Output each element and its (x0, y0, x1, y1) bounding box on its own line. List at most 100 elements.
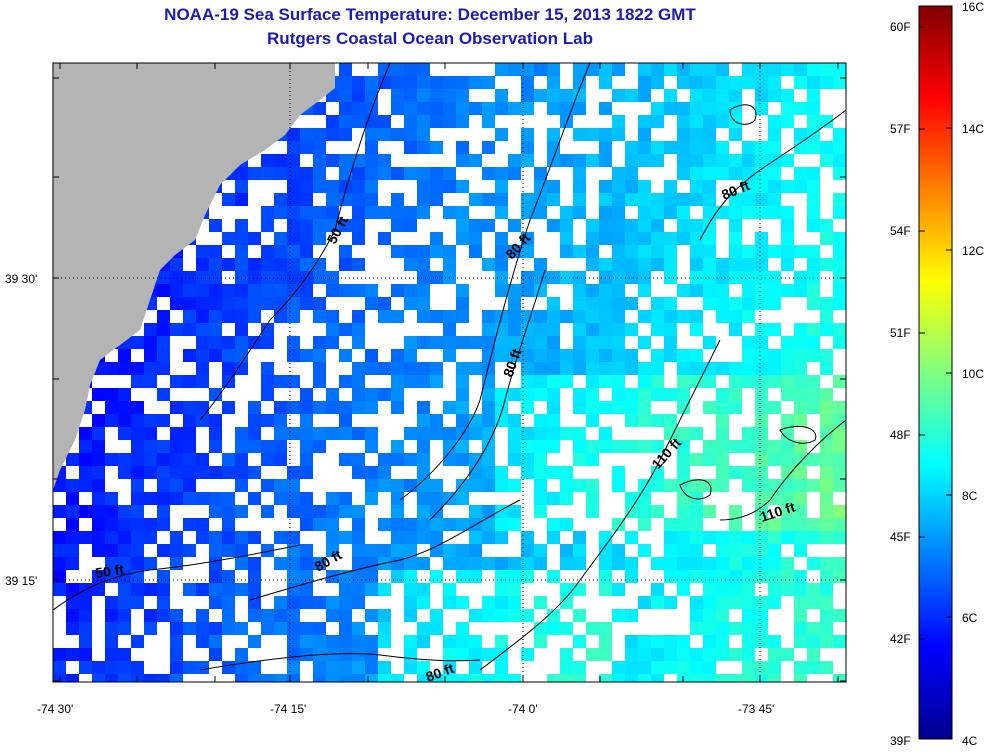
sst-pixel (716, 297, 729, 310)
sst-pixel (729, 76, 742, 89)
sst-pixel (352, 531, 365, 544)
sst-pixel (287, 154, 300, 167)
sst-pixel (794, 180, 807, 193)
colorbar-c-label: 4C (962, 734, 978, 748)
sst-pixel (92, 453, 105, 466)
sst-pixel (664, 193, 677, 206)
sst-pixel (274, 284, 287, 297)
sst-pixel (716, 622, 729, 635)
sst-pixel (612, 232, 625, 245)
sst-pixel (560, 89, 573, 102)
sst-pixel (781, 388, 794, 401)
sst-pixel (560, 362, 573, 375)
sst-pixel (820, 388, 833, 401)
sst-pixel (209, 557, 222, 570)
sst-pixel (131, 492, 144, 505)
sst-pixel (521, 427, 534, 440)
sst-pixel (677, 115, 690, 128)
sst-pixel (768, 531, 781, 544)
sst-pixel (547, 362, 560, 375)
sst-pixel (508, 414, 521, 427)
sst-pixel (417, 583, 430, 596)
sst-pixel (378, 583, 391, 596)
sst-pixel (677, 219, 690, 232)
sst-pixel (742, 180, 755, 193)
sst-pixel (118, 362, 131, 375)
sst-pixel (781, 115, 794, 128)
sst-pixel (755, 167, 768, 180)
sst-pixel (131, 453, 144, 466)
sst-pixel (521, 349, 534, 362)
sst-pixel (742, 583, 755, 596)
sst-pixel (287, 219, 300, 232)
sst-pixel (820, 466, 833, 479)
sst-pixel (482, 557, 495, 570)
sst-pixel (365, 167, 378, 180)
sst-pixel (742, 635, 755, 648)
sst-pixel (209, 245, 222, 258)
sst-pixel (417, 141, 430, 154)
sst-pixel (755, 232, 768, 245)
sst-pixel (677, 544, 690, 557)
sst-pixel (768, 180, 781, 193)
sst-pixel (651, 102, 664, 115)
contour-50ft-north (199, 63, 391, 421)
sst-pixel (690, 232, 703, 245)
sst-pixel (495, 674, 508, 682)
sst-pixel (144, 414, 157, 427)
sst-pixel (716, 609, 729, 622)
sst-pixel (300, 570, 313, 583)
sst-pixel (768, 349, 781, 362)
sst-pixel (781, 219, 794, 232)
sst-pixel (404, 167, 417, 180)
sst-pixel (469, 193, 482, 206)
sst-pixel (547, 89, 560, 102)
sst-pixel (339, 128, 352, 141)
sst-pixel (820, 362, 833, 375)
sst-pixel (534, 557, 547, 570)
sst-pixel (690, 531, 703, 544)
sst-pixel (339, 661, 352, 674)
sst-pixel (521, 336, 534, 349)
sst-pixel (729, 648, 742, 661)
sst-pixel (274, 193, 287, 206)
sst-pixel (677, 167, 690, 180)
sst-pixel (391, 531, 404, 544)
sst-pixel (170, 544, 183, 557)
sst-pixel (690, 323, 703, 336)
sst-pixel (326, 492, 339, 505)
sst-pixel (586, 128, 599, 141)
sst-pixel (521, 102, 534, 115)
sst-pixel (183, 492, 196, 505)
sst-pixel (469, 453, 482, 466)
sst-pixel (456, 674, 469, 682)
sst-pixel (404, 297, 417, 310)
sst-pixel (378, 128, 391, 141)
sst-pixel (274, 167, 287, 180)
sst-pixel (599, 180, 612, 193)
sst-pixel (573, 609, 586, 622)
sst-pixel (105, 648, 118, 661)
sst-pixel (326, 401, 339, 414)
sst-pixel (53, 505, 66, 518)
sst-pixel (469, 427, 482, 440)
sst-pixel (222, 609, 235, 622)
sst-pixel (690, 596, 703, 609)
sst-pixel (209, 440, 222, 453)
sst-pixel (326, 154, 339, 167)
sst-pixel (144, 518, 157, 531)
sst-pixel (534, 167, 547, 180)
sst-pixel (560, 375, 573, 388)
sst-pixel (170, 297, 183, 310)
sst-pixel (248, 232, 261, 245)
sst-pixel (729, 570, 742, 583)
sst-pixel (651, 466, 664, 479)
sst-pixel (573, 154, 586, 167)
contour-shoal-3 (779, 425, 817, 444)
sst-pixel (157, 453, 170, 466)
sst-pixel (118, 648, 131, 661)
sst-pixel (742, 375, 755, 388)
sst-pixel (430, 427, 443, 440)
sst-pixel (248, 492, 261, 505)
sst-pixel (417, 89, 430, 102)
